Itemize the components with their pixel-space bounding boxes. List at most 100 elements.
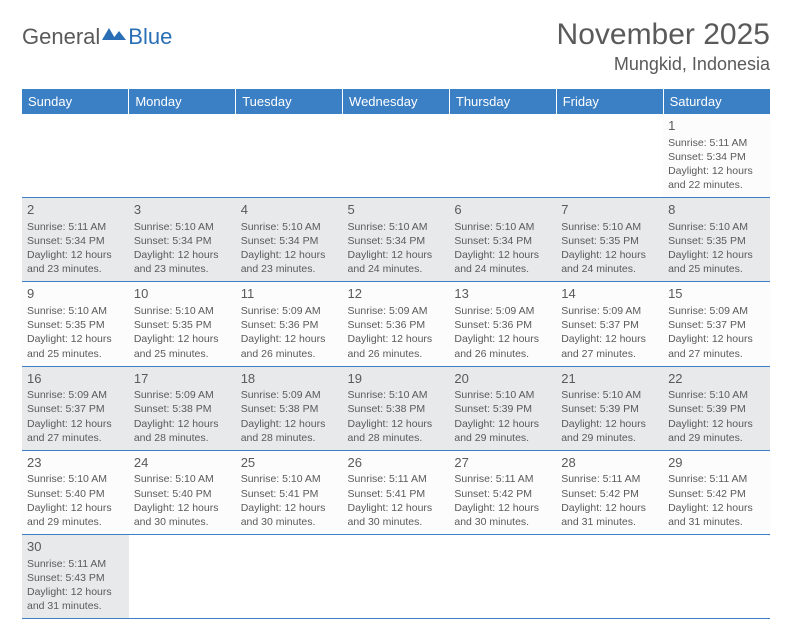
day-number: 11 xyxy=(241,285,338,303)
daylight-line: Daylight: 12 hours and 31 minutes. xyxy=(561,501,658,529)
location: Mungkid, Indonesia xyxy=(557,54,770,75)
day-header: Friday xyxy=(556,89,663,114)
daylight-line: Daylight: 12 hours and 23 minutes. xyxy=(27,248,124,276)
sunset-line: Sunset: 5:37 PM xyxy=(27,402,124,416)
sunrise-line: Sunrise: 5:11 AM xyxy=(27,557,124,571)
day-header: Saturday xyxy=(663,89,770,114)
daylight-line: Daylight: 12 hours and 25 minutes. xyxy=(668,248,765,276)
daylight-line: Daylight: 12 hours and 26 minutes. xyxy=(241,332,338,360)
day-number: 30 xyxy=(27,538,124,556)
day-number: 1 xyxy=(668,117,765,135)
title-block: November 2025 Mungkid, Indonesia xyxy=(557,18,770,75)
daylight-line: Daylight: 12 hours and 29 minutes. xyxy=(454,417,551,445)
day-header: Monday xyxy=(129,89,236,114)
sunset-line: Sunset: 5:34 PM xyxy=(134,234,231,248)
day-header: Sunday xyxy=(22,89,129,114)
month-title: November 2025 xyxy=(557,18,770,52)
logo-flag-icon xyxy=(102,26,128,47)
day-number: 27 xyxy=(454,454,551,472)
calendar-cell: 24Sunrise: 5:10 AMSunset: 5:40 PMDayligh… xyxy=(129,450,236,534)
calendar-row: 16Sunrise: 5:09 AMSunset: 5:37 PMDayligh… xyxy=(22,366,770,450)
day-number: 24 xyxy=(134,454,231,472)
sunset-line: Sunset: 5:37 PM xyxy=(561,318,658,332)
calendar-cell xyxy=(449,114,556,198)
day-number: 9 xyxy=(27,285,124,303)
calendar-cell: 17Sunrise: 5:09 AMSunset: 5:38 PMDayligh… xyxy=(129,366,236,450)
calendar-cell: 1Sunrise: 5:11 AMSunset: 5:34 PMDaylight… xyxy=(663,114,770,198)
daylight-line: Daylight: 12 hours and 27 minutes. xyxy=(27,417,124,445)
day-number: 8 xyxy=(668,201,765,219)
calendar-body: 1Sunrise: 5:11 AMSunset: 5:34 PMDaylight… xyxy=(22,114,770,619)
day-header: Tuesday xyxy=(236,89,343,114)
daylight-line: Daylight: 12 hours and 26 minutes. xyxy=(348,332,445,360)
sunset-line: Sunset: 5:36 PM xyxy=(241,318,338,332)
sunrise-line: Sunrise: 5:11 AM xyxy=(27,220,124,234)
sunrise-line: Sunrise: 5:09 AM xyxy=(561,304,658,318)
day-number: 10 xyxy=(134,285,231,303)
sunrise-line: Sunrise: 5:10 AM xyxy=(668,388,765,402)
sunset-line: Sunset: 5:36 PM xyxy=(348,318,445,332)
day-number: 6 xyxy=(454,201,551,219)
calendar-cell xyxy=(236,535,343,619)
daylight-line: Daylight: 12 hours and 31 minutes. xyxy=(27,585,124,613)
calendar-cell: 27Sunrise: 5:11 AMSunset: 5:42 PMDayligh… xyxy=(449,450,556,534)
sunrise-line: Sunrise: 5:09 AM xyxy=(241,388,338,402)
calendar-cell: 12Sunrise: 5:09 AMSunset: 5:36 PMDayligh… xyxy=(343,282,450,366)
sunrise-line: Sunrise: 5:09 AM xyxy=(454,304,551,318)
sunrise-line: Sunrise: 5:09 AM xyxy=(348,304,445,318)
daylight-line: Daylight: 12 hours and 23 minutes. xyxy=(241,248,338,276)
logo: General Blue xyxy=(22,24,172,50)
sunset-line: Sunset: 5:40 PM xyxy=(27,487,124,501)
day-header: Wednesday xyxy=(343,89,450,114)
calendar-cell xyxy=(343,114,450,198)
daylight-line: Daylight: 12 hours and 28 minutes. xyxy=(348,417,445,445)
calendar-cell xyxy=(556,114,663,198)
day-number: 3 xyxy=(134,201,231,219)
daylight-line: Daylight: 12 hours and 24 minutes. xyxy=(561,248,658,276)
sunset-line: Sunset: 5:39 PM xyxy=(561,402,658,416)
sunrise-line: Sunrise: 5:09 AM xyxy=(27,388,124,402)
calendar-cell xyxy=(129,535,236,619)
daylight-line: Daylight: 12 hours and 30 minutes. xyxy=(348,501,445,529)
calendar-cell xyxy=(343,535,450,619)
calendar-cell: 28Sunrise: 5:11 AMSunset: 5:42 PMDayligh… xyxy=(556,450,663,534)
sunrise-line: Sunrise: 5:10 AM xyxy=(134,472,231,486)
day-header-row: SundayMondayTuesdayWednesdayThursdayFrid… xyxy=(22,89,770,114)
day-number: 23 xyxy=(27,454,124,472)
sunset-line: Sunset: 5:36 PM xyxy=(454,318,551,332)
day-number: 18 xyxy=(241,370,338,388)
sunrise-line: Sunrise: 5:10 AM xyxy=(27,304,124,318)
day-number: 19 xyxy=(348,370,445,388)
calendar-cell: 5Sunrise: 5:10 AMSunset: 5:34 PMDaylight… xyxy=(343,198,450,282)
sunrise-line: Sunrise: 5:11 AM xyxy=(454,472,551,486)
sunrise-line: Sunrise: 5:11 AM xyxy=(668,136,765,150)
sunset-line: Sunset: 5:38 PM xyxy=(134,402,231,416)
daylight-line: Daylight: 12 hours and 24 minutes. xyxy=(348,248,445,276)
day-number: 12 xyxy=(348,285,445,303)
sunrise-line: Sunrise: 5:10 AM xyxy=(454,220,551,234)
sunset-line: Sunset: 5:34 PM xyxy=(348,234,445,248)
sunrise-line: Sunrise: 5:09 AM xyxy=(241,304,338,318)
daylight-line: Daylight: 12 hours and 30 minutes. xyxy=(454,501,551,529)
sunset-line: Sunset: 5:42 PM xyxy=(668,487,765,501)
sunrise-line: Sunrise: 5:11 AM xyxy=(348,472,445,486)
calendar-cell: 22Sunrise: 5:10 AMSunset: 5:39 PMDayligh… xyxy=(663,366,770,450)
day-number: 16 xyxy=(27,370,124,388)
sunset-line: Sunset: 5:35 PM xyxy=(561,234,658,248)
daylight-line: Daylight: 12 hours and 22 minutes. xyxy=(668,164,765,192)
calendar-cell: 23Sunrise: 5:10 AMSunset: 5:40 PMDayligh… xyxy=(22,450,129,534)
sunrise-line: Sunrise: 5:11 AM xyxy=(561,472,658,486)
calendar-cell: 13Sunrise: 5:09 AMSunset: 5:36 PMDayligh… xyxy=(449,282,556,366)
daylight-line: Daylight: 12 hours and 24 minutes. xyxy=(454,248,551,276)
sunrise-line: Sunrise: 5:10 AM xyxy=(27,472,124,486)
sunset-line: Sunset: 5:42 PM xyxy=(561,487,658,501)
daylight-line: Daylight: 12 hours and 27 minutes. xyxy=(668,332,765,360)
calendar-cell: 10Sunrise: 5:10 AMSunset: 5:35 PMDayligh… xyxy=(129,282,236,366)
calendar-cell xyxy=(556,535,663,619)
logo-text-general: General xyxy=(22,24,100,50)
calendar-cell: 8Sunrise: 5:10 AMSunset: 5:35 PMDaylight… xyxy=(663,198,770,282)
daylight-line: Daylight: 12 hours and 25 minutes. xyxy=(27,332,124,360)
calendar-cell xyxy=(236,114,343,198)
day-number: 2 xyxy=(27,201,124,219)
daylight-line: Daylight: 12 hours and 30 minutes. xyxy=(134,501,231,529)
